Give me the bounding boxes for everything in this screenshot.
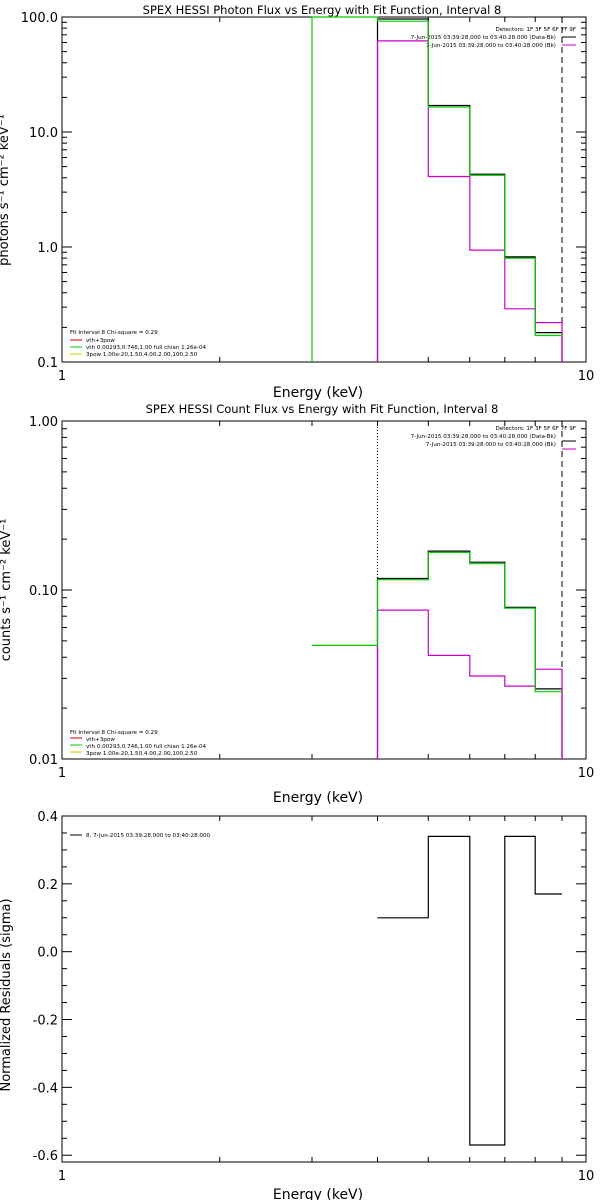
legend-entry-label: vth 0.00293,0.746,1.00 full chian 1.26e-… bbox=[86, 345, 207, 351]
legend-entry-label: 7-Jun-2015 03:39:28.000 to 03:40:28.000 … bbox=[426, 43, 556, 49]
y-tick-label: 100.0 bbox=[21, 11, 58, 26]
residuals-legend: 8, 7-Jun-2015 03:39:28.000 to 03:40:28.0… bbox=[86, 833, 211, 839]
legend-entry-label: vth+3pow bbox=[86, 338, 115, 344]
x-axis-label: Energy (keV) bbox=[273, 1187, 363, 1200]
plot-frame bbox=[61, 420, 587, 760]
resid-plot-area: 1 10 0.4 0.2 0.0 -0.2 -0.4 -0.6 bbox=[33, 810, 595, 1184]
legend-header: Fit Interval 8 Chi-square = 0.29 bbox=[70, 330, 158, 336]
photon-flux-panel: SPEX HESSI Photon Flux vs Energy with Fi… bbox=[0, 3, 576, 401]
legend-entry-label: 7-Jun-2015 03:39:28.000 to 03:40:28.000 … bbox=[411, 434, 556, 440]
plot-frame bbox=[61, 815, 587, 1163]
legend-entry-label: 7-Jun-2015 03:39:28.000 to 03:40:28.000 … bbox=[426, 442, 556, 448]
x-tick-label: 1 bbox=[58, 369, 66, 384]
x-tick-label: 10 bbox=[578, 369, 595, 384]
legend-entry-label: vth 0.00293,0.746,1.00 full chian 1.26e-… bbox=[86, 744, 207, 750]
y-axis-label: counts s⁻¹ cm⁻² keV⁻¹ bbox=[0, 519, 14, 662]
count-plot-area: 1 10 1.00 0.10 0.01 bbox=[29, 415, 594, 781]
x-tick-label: 10 bbox=[578, 766, 595, 781]
residuals-panel: Energy (keV) Normalized Residuals (sigma… bbox=[0, 833, 363, 1203]
photon-plot-area: 1 10 100.0 10.0 1.0 0.1 bbox=[21, 11, 594, 384]
x-tick-label: 10 bbox=[578, 1169, 595, 1184]
photon-legend-left: Fit Interval 8 Chi-square = 0.29 vth+3po… bbox=[70, 330, 207, 358]
series-bk bbox=[376, 609, 563, 759]
y-tick-label: 10.0 bbox=[29, 126, 58, 141]
y-tick-label: 0.4 bbox=[37, 810, 58, 825]
panel-title: SPEX HESSI Count Flux vs Energy with Fit… bbox=[146, 402, 499, 416]
y-tick-label: 0.1 bbox=[37, 356, 58, 371]
y-axis-label: photons s⁻¹ cm⁻² keV⁻¹ bbox=[0, 114, 12, 266]
y-axis-label: Normalized Residuals (sigma) bbox=[0, 898, 14, 1091]
legend-header: Fit Interval 8 Chi-square = 0.29 bbox=[70, 730, 158, 736]
legend-header: Detectors: 1F 3F 5F 6F 7F 9F bbox=[495, 426, 576, 432]
y-tick-label: 0.2 bbox=[37, 878, 58, 893]
series-data-bk bbox=[376, 550, 563, 759]
y-tick-label: 1.00 bbox=[29, 415, 58, 430]
series-vth-3pow bbox=[311, 16, 562, 362]
y-tick-label: 0.10 bbox=[29, 584, 58, 599]
count-legend-right: Detectors: 1F 3F 5F 6F 7F 9F 7-Jun-2015 … bbox=[411, 426, 576, 448]
series-bk bbox=[376, 40, 563, 362]
y-tick-label: -0.6 bbox=[33, 1149, 58, 1164]
legend-entry-label: 7-Jun-2015 03:39:28.000 to 03:40:28.000 … bbox=[411, 35, 556, 41]
x-tick-label: 1 bbox=[58, 766, 66, 781]
series-data-bk bbox=[376, 18, 563, 362]
panel-title: SPEX HESSI Photon Flux vs Energy with Fi… bbox=[143, 3, 502, 17]
legend-entry-label: vth+3pow bbox=[86, 737, 115, 743]
legend-header: Detectors: 1F 3F 5F 6F 7F 9F bbox=[495, 27, 576, 33]
y-tick-label: 0.0 bbox=[37, 946, 58, 961]
y-tick-label: 0.01 bbox=[29, 753, 58, 768]
legend-entry-label: 3pow 1.00e-20,1.50,4.00,2.00,100,2.50 bbox=[86, 751, 198, 757]
x-axis-label: Energy (keV) bbox=[273, 790, 363, 806]
photon-legend-right: Detectors: 1F 3F 5F 6F 7F 9F 7-Jun-2015 … bbox=[411, 27, 576, 49]
y-tick-label: -0.4 bbox=[33, 1081, 58, 1096]
series-vth-3pow bbox=[312, 551, 562, 693]
count-legend-left: Fit Interval 8 Chi-square = 0.29 vth+3po… bbox=[70, 730, 207, 757]
x-tick-label: 1 bbox=[58, 1169, 66, 1184]
plot-frame bbox=[61, 16, 587, 363]
count-flux-panel: SPEX HESSI Count Flux vs Energy with Fit… bbox=[0, 402, 576, 806]
legend-entry-label: 3pow 1.00e-20,1.50,4.00,2.00,100,2.50 bbox=[86, 352, 198, 358]
series-8-7-jun-2015-03-39-28-000-to-03-40-28-000 bbox=[377, 835, 562, 1146]
y-tick-label: 1.0 bbox=[37, 241, 58, 256]
legend-entry-label: 8, 7-Jun-2015 03:39:28.000 to 03:40:28.0… bbox=[86, 833, 211, 839]
y-tick-label: -0.2 bbox=[33, 1014, 58, 1029]
x-axis-label: Energy (keV) bbox=[273, 385, 363, 401]
